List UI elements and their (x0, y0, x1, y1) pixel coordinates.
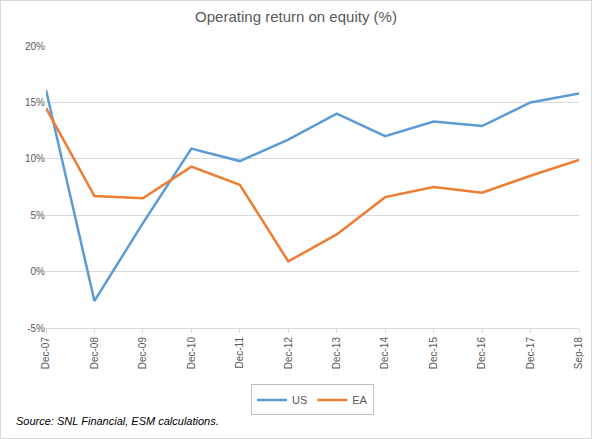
svg-text:Dec-16: Dec-16 (476, 337, 487, 370)
svg-text:5%: 5% (31, 210, 46, 221)
svg-text:Dec-08: Dec-08 (89, 337, 100, 370)
svg-text:Dec-17: Dec-17 (525, 337, 536, 370)
svg-text:EA: EA (352, 394, 367, 406)
svg-text:10%: 10% (25, 153, 45, 164)
svg-text:20%: 20% (25, 41, 45, 52)
svg-text:-5%: -5% (27, 323, 45, 334)
svg-text:Source: SNL Financial, ESM cal: Source: SNL Financial, ESM calculations. (16, 415, 219, 427)
svg-text:Dec-15: Dec-15 (428, 337, 439, 370)
svg-text:US: US (292, 394, 307, 406)
svg-text:Dec-11: Dec-11 (234, 337, 245, 369)
svg-text:Dec-09: Dec-09 (137, 337, 148, 370)
svg-text:Dec-07: Dec-07 (40, 337, 51, 370)
svg-text:Dec-10: Dec-10 (186, 337, 197, 370)
svg-text:Dec-13: Dec-13 (331, 337, 342, 370)
svg-text:0%: 0% (31, 266, 46, 277)
svg-text:Sep-18: Sep-18 (573, 337, 584, 370)
svg-text:15%: 15% (25, 97, 45, 108)
svg-text:Dec-14: Dec-14 (379, 337, 390, 370)
svg-text:Dec-12: Dec-12 (283, 337, 294, 370)
svg-text:Operating return on equity (%): Operating return on equity (%) (195, 8, 397, 25)
